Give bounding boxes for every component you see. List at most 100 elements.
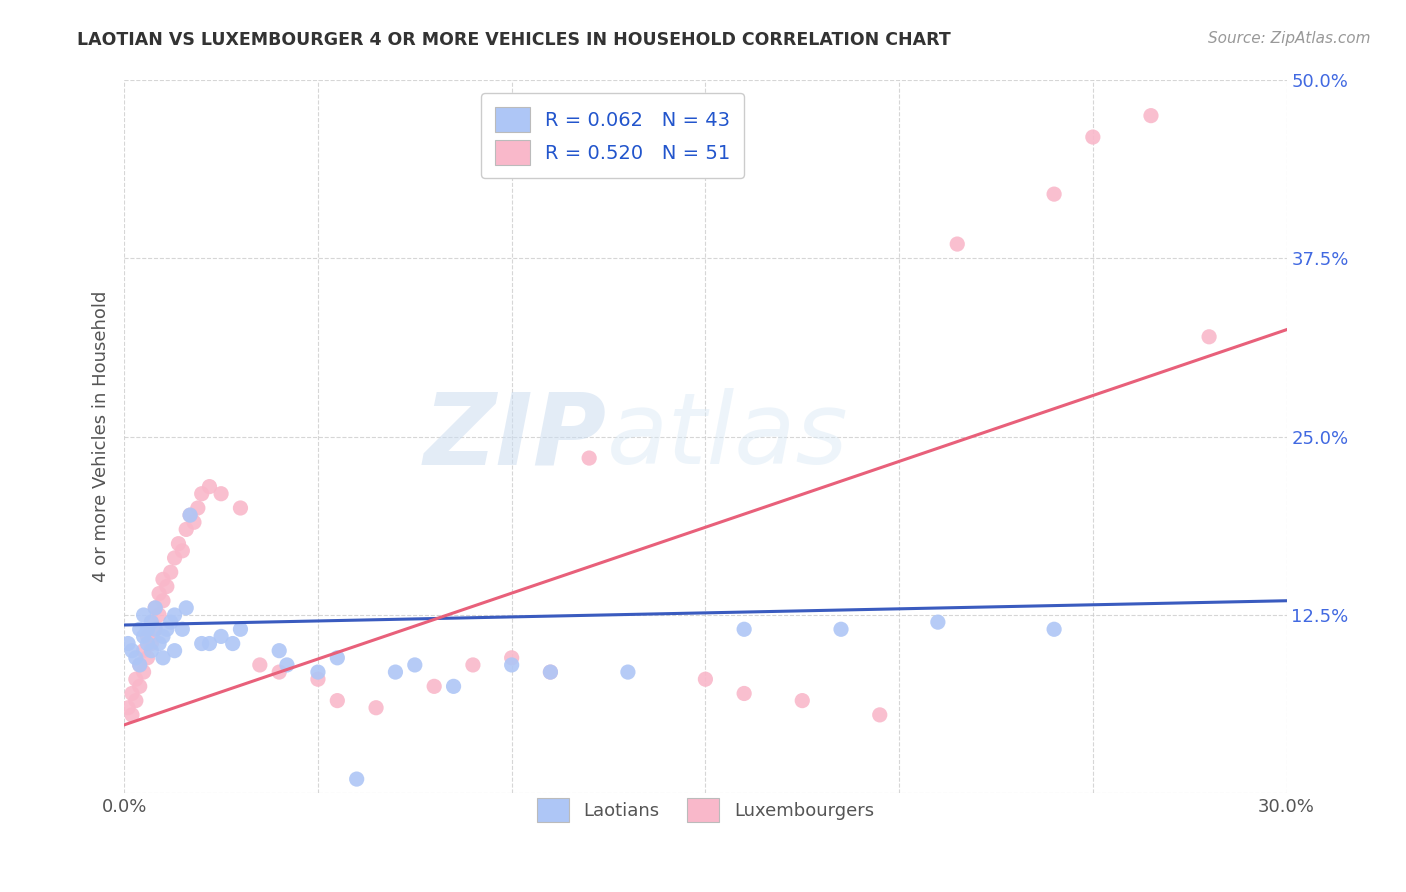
Point xyxy=(128,657,150,672)
Point xyxy=(128,679,150,693)
Point xyxy=(163,643,186,657)
Text: LAOTIAN VS LUXEMBOURGER 4 OR MORE VEHICLES IN HOUSEHOLD CORRELATION CHART: LAOTIAN VS LUXEMBOURGER 4 OR MORE VEHICL… xyxy=(77,31,950,49)
Point xyxy=(927,615,949,629)
Point xyxy=(578,451,600,466)
Point xyxy=(423,679,446,693)
Point xyxy=(209,629,232,643)
Point xyxy=(229,622,252,636)
Point xyxy=(209,487,232,501)
Point xyxy=(167,536,190,550)
Point xyxy=(190,487,212,501)
Point xyxy=(617,665,640,679)
Point xyxy=(148,607,170,622)
Point xyxy=(269,665,291,679)
Point xyxy=(187,501,209,516)
Point xyxy=(148,586,170,600)
Point xyxy=(125,650,148,665)
Point xyxy=(461,657,484,672)
Point xyxy=(538,665,561,679)
Point xyxy=(143,600,166,615)
Legend: Laotians, Luxembourgers: Laotians, Luxembourgers xyxy=(524,786,887,834)
Point xyxy=(326,693,349,707)
Point xyxy=(128,622,150,636)
Point xyxy=(132,665,155,679)
Text: ZIP: ZIP xyxy=(423,388,606,485)
Point xyxy=(1043,187,1066,202)
Point xyxy=(1140,109,1163,123)
Point xyxy=(1043,622,1066,636)
Point xyxy=(869,707,891,722)
Point xyxy=(128,657,150,672)
Point xyxy=(695,672,717,686)
Point xyxy=(172,622,194,636)
Point xyxy=(152,593,174,607)
Point xyxy=(141,615,163,629)
Y-axis label: 4 or more Vehicles in Household: 4 or more Vehicles in Household xyxy=(93,291,110,582)
Point xyxy=(538,665,561,679)
Point xyxy=(125,672,148,686)
Point xyxy=(364,700,387,714)
Point xyxy=(792,693,814,707)
Point xyxy=(141,615,163,629)
Point xyxy=(143,600,166,615)
Point xyxy=(501,657,523,672)
Point xyxy=(830,622,852,636)
Point xyxy=(163,550,186,565)
Point xyxy=(152,572,174,586)
Point xyxy=(276,657,298,672)
Point xyxy=(159,565,181,579)
Point xyxy=(501,650,523,665)
Point xyxy=(156,579,179,593)
Point xyxy=(198,636,221,650)
Point xyxy=(125,693,148,707)
Text: Source: ZipAtlas.com: Source: ZipAtlas.com xyxy=(1208,31,1371,46)
Point xyxy=(136,636,159,650)
Point xyxy=(229,501,252,516)
Point xyxy=(198,480,221,494)
Point xyxy=(269,643,291,657)
Point xyxy=(172,543,194,558)
Point xyxy=(132,629,155,643)
Point xyxy=(174,600,197,615)
Point xyxy=(174,523,197,537)
Point xyxy=(307,672,329,686)
Point xyxy=(346,772,368,786)
Point xyxy=(141,636,163,650)
Point xyxy=(152,650,174,665)
Point xyxy=(404,657,426,672)
Point xyxy=(121,707,143,722)
Point xyxy=(733,686,755,700)
Point xyxy=(946,237,969,252)
Point xyxy=(179,508,201,523)
Point xyxy=(179,508,201,523)
Point xyxy=(733,622,755,636)
Point xyxy=(117,636,139,650)
Point xyxy=(163,607,186,622)
Point xyxy=(136,629,159,643)
Point xyxy=(143,622,166,636)
Point xyxy=(121,643,143,657)
Point xyxy=(152,629,174,643)
Point xyxy=(443,679,465,693)
Point xyxy=(136,622,159,636)
Point xyxy=(143,622,166,636)
Point xyxy=(159,615,181,629)
Point xyxy=(222,636,245,650)
Point xyxy=(141,643,163,657)
Point xyxy=(307,665,329,679)
Point xyxy=(384,665,406,679)
Point xyxy=(326,650,349,665)
Point xyxy=(117,700,139,714)
Point xyxy=(156,622,179,636)
Point xyxy=(190,636,212,650)
Point xyxy=(148,636,170,650)
Point xyxy=(1081,130,1104,145)
Text: atlas: atlas xyxy=(606,388,848,485)
Point xyxy=(132,607,155,622)
Point xyxy=(249,657,271,672)
Point xyxy=(132,643,155,657)
Point xyxy=(136,650,159,665)
Point xyxy=(121,686,143,700)
Point xyxy=(1198,330,1220,344)
Point xyxy=(183,516,205,530)
